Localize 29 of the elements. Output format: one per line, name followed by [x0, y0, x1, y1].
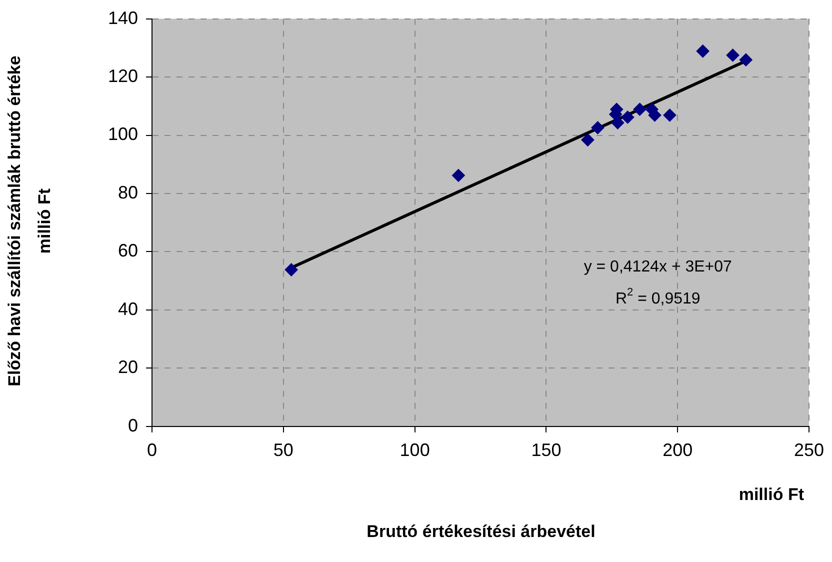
point — [648, 108, 662, 122]
point — [696, 44, 710, 58]
y-tick-label: 20 — [118, 357, 138, 378]
x-tick-label: 250 — [794, 440, 824, 460]
x-tick-label: 150 — [531, 440, 562, 460]
y-tick-label: 140 — [108, 8, 138, 28]
y-tick-label: 100 — [108, 124, 138, 144]
y-tick-label: 60 — [118, 240, 138, 261]
point — [581, 133, 594, 146]
point — [726, 48, 740, 62]
point — [739, 53, 752, 66]
point — [591, 121, 604, 134]
annotation: y = 0,4124x + 3E+07 — [584, 258, 732, 276]
point — [452, 168, 465, 182]
y-tick-label: 0 — [128, 415, 138, 436]
point — [633, 102, 646, 116]
x-tick-label: 50 — [273, 440, 294, 460]
x-tick-label: 200 — [662, 440, 693, 460]
y-tick-label: 120 — [108, 66, 138, 86]
y-axis-title: Előző havi szállítói számlák bruttó értéke millió Ft — [4, 54, 55, 388]
point — [284, 263, 298, 276]
point — [621, 110, 634, 124]
point — [663, 108, 676, 122]
x-tick-label: 0 — [147, 440, 158, 460]
y-tick-label: 40 — [118, 298, 138, 319]
x-tick-label: 100 — [400, 440, 430, 460]
y-tick-label: 80 — [118, 182, 138, 202]
point — [611, 116, 624, 130]
text: millió Ft Bruttó értékesítési árbevétel — [366, 485, 804, 541]
